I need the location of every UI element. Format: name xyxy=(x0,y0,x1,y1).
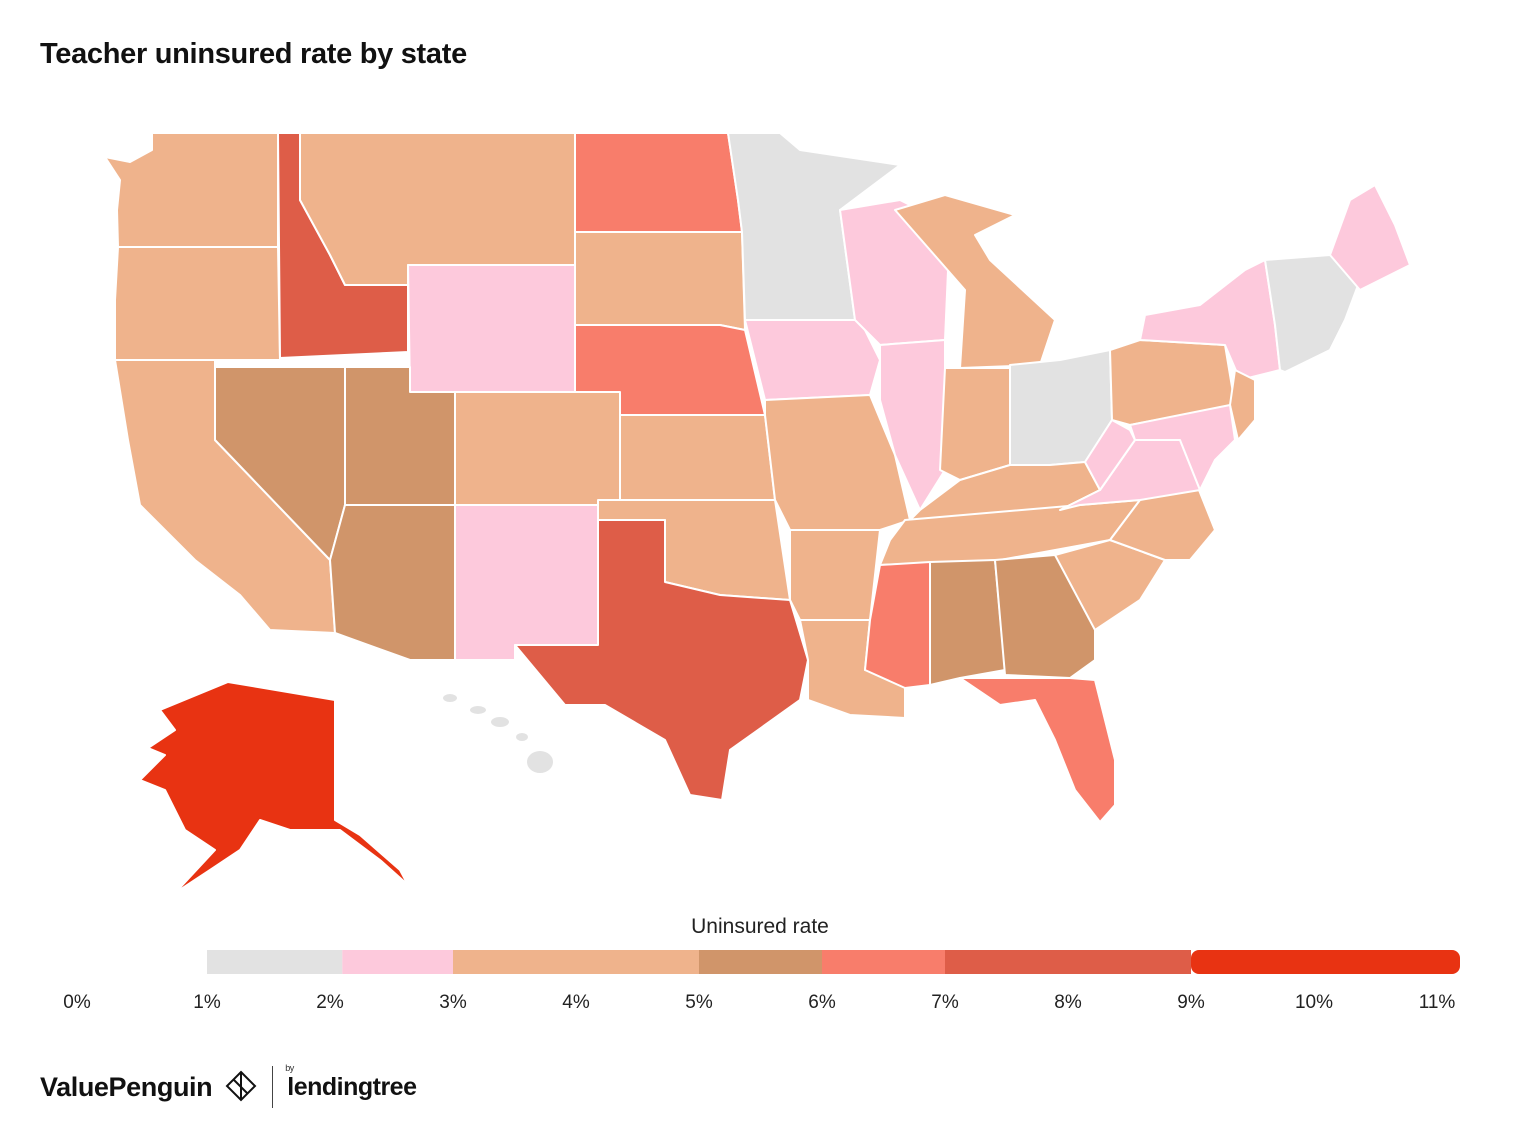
legend-tick-label: 11% xyxy=(1419,992,1456,1013)
legend-bin xyxy=(822,950,945,974)
state-ND xyxy=(574,132,743,233)
state-CO xyxy=(454,391,621,506)
legend-tick-label: 10% xyxy=(1295,992,1333,1013)
state-WA xyxy=(104,132,279,248)
color-legend: 0% 1% 2% 3% 4% 5% 6% 7% 8% 9% 10% 11% xyxy=(63,950,1460,1013)
legend-tick-label: 1% xyxy=(193,992,221,1013)
legend-tick-label: 4% xyxy=(562,992,590,1013)
state-WY xyxy=(407,264,576,393)
legend-bin xyxy=(453,950,699,974)
state-MD xyxy=(1129,404,1236,491)
state-MT xyxy=(299,132,576,286)
state-FL xyxy=(959,677,1116,823)
legend-bin xyxy=(945,950,1191,974)
state-AL xyxy=(929,559,1006,686)
state-AR xyxy=(789,529,881,621)
brand-footer: ValuePenguin by lendingtree xyxy=(40,1063,417,1108)
state-AZ xyxy=(329,504,456,661)
legend-tick-label: 3% xyxy=(439,992,467,1013)
page-title: Teacher uninsured rate by state xyxy=(40,38,467,70)
legend-bin xyxy=(1191,950,1460,974)
lendingtree-wordmark: by lendingtree xyxy=(285,1063,417,1102)
legend-tick-label: 7% xyxy=(931,992,959,1013)
state-KS xyxy=(619,414,776,501)
legend-tick-label: 6% xyxy=(808,992,836,1013)
legend-bin xyxy=(342,950,453,974)
state-TX xyxy=(514,519,809,801)
state-OR xyxy=(114,246,281,361)
state-SC xyxy=(1054,539,1166,631)
lendingtree-label: lendingtree xyxy=(287,1072,417,1101)
legend-tick-label: 0% xyxy=(63,992,91,1013)
brand-divider xyxy=(272,1066,274,1108)
lendingtree-by-label: by xyxy=(285,1062,294,1073)
state-MI xyxy=(894,194,1056,369)
valuepenguin-wordmark: ValuePenguin xyxy=(40,1071,213,1102)
state-ME xyxy=(1329,184,1411,291)
valuepenguin-logo-icon xyxy=(225,1070,257,1102)
legend-tick-label: 8% xyxy=(1054,992,1082,1013)
state-IN xyxy=(939,367,1011,481)
state-HI xyxy=(441,692,555,775)
legend-bin xyxy=(699,950,822,974)
legend-bin xyxy=(207,950,343,974)
state-SD xyxy=(574,231,746,331)
state-NJ xyxy=(1229,369,1256,441)
state-AK xyxy=(139,681,409,894)
state-IA xyxy=(744,319,881,401)
legend-title: Uninsured rate xyxy=(691,915,829,938)
legend-tick-label: 5% xyxy=(685,992,713,1013)
legend-tick-label: 2% xyxy=(316,992,344,1013)
legend-tick-label: 9% xyxy=(1177,992,1205,1013)
state-NM xyxy=(454,504,599,661)
